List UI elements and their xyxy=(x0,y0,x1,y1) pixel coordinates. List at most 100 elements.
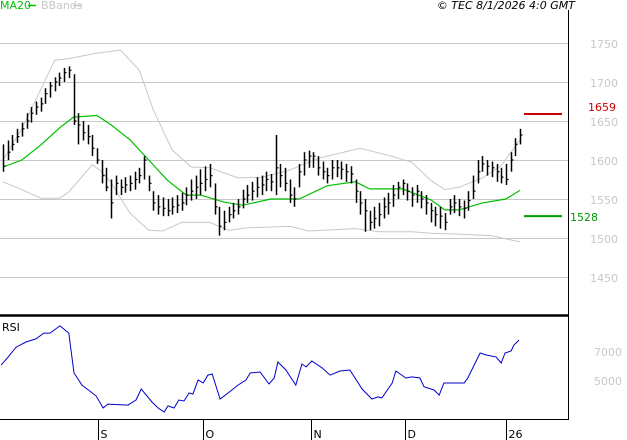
ohlc-bar xyxy=(439,206,443,229)
ohlc-bar xyxy=(340,161,344,180)
ohlc-bar xyxy=(369,210,373,231)
ohlc-bar xyxy=(40,97,44,112)
ohlc-bar xyxy=(261,175,265,196)
bb-upper-line xyxy=(2,49,521,191)
ohlc-bar xyxy=(185,187,189,206)
bb-lower-line xyxy=(2,164,521,243)
ohlc-bar xyxy=(124,177,128,193)
ohlc-bar xyxy=(449,199,453,215)
ohlc-bar xyxy=(519,128,523,145)
ohlc-bar xyxy=(91,135,95,157)
ohlc-bar xyxy=(472,175,476,199)
ohlc-bar xyxy=(373,206,377,229)
ohlc-bar xyxy=(162,197,166,217)
x-tick-label: S xyxy=(101,428,108,440)
ohlc-bar xyxy=(514,138,518,157)
ohlc-bar xyxy=(96,148,100,164)
y-tick-label: 1450 xyxy=(590,272,618,285)
time-axis: S O N D 26 xyxy=(98,420,523,440)
rsi-line xyxy=(0,325,520,413)
ohlc-bar xyxy=(11,135,15,151)
ohlc-bar xyxy=(110,179,114,219)
ohlc-bar xyxy=(68,66,72,79)
rsi-title: RSI xyxy=(2,321,20,334)
ohlc-bar xyxy=(275,135,279,196)
ohlc-bar xyxy=(496,163,500,182)
ohlc-bar xyxy=(204,166,208,192)
ohlc-bar xyxy=(359,191,363,215)
legend: MA20 BBands xyxy=(0,0,83,12)
ohlc-bar xyxy=(77,113,81,145)
ohlc-bar xyxy=(49,82,53,98)
ohlc-bar xyxy=(303,152,307,176)
ohlc-bar xyxy=(491,161,495,178)
ohlc-bar xyxy=(434,206,438,227)
ohlc-bar xyxy=(21,122,25,137)
ohlc-bar xyxy=(44,88,48,104)
ohlc-bar xyxy=(214,183,218,215)
ohlc-bar xyxy=(378,202,382,227)
ohlc-bar xyxy=(298,163,302,188)
ohlc-bar xyxy=(467,191,471,211)
legend-ma20-label: MA20 xyxy=(0,0,31,12)
ohlc-bar xyxy=(486,160,490,176)
ohlc-bar xyxy=(115,175,119,196)
ohlc-bar xyxy=(7,140,11,160)
ohlc-bar xyxy=(293,187,297,207)
bollinger-bands xyxy=(2,49,521,243)
ohlc-bar xyxy=(16,128,20,143)
ohlc-bar xyxy=(463,200,467,219)
ohlc-bar xyxy=(279,163,283,188)
ohlc-bar xyxy=(232,202,236,219)
ohlc-bar xyxy=(171,197,175,215)
ohlc-bar xyxy=(199,169,203,196)
ohlc-bar xyxy=(82,121,86,141)
ohlc-bar xyxy=(129,175,133,192)
ohlc-bar xyxy=(242,189,246,209)
ohlc-bar xyxy=(430,202,434,223)
ohlc-bar xyxy=(317,156,321,176)
ohlc-bar xyxy=(312,152,316,168)
rsi-panel: 7000 5000 xyxy=(0,325,622,413)
ohlc-bar xyxy=(2,144,6,172)
ohlc-bar xyxy=(416,184,420,203)
ma20-line-group xyxy=(2,114,521,211)
ohlc-bar xyxy=(265,171,269,192)
ohlc-bar xyxy=(134,171,138,190)
level-label-1659: 1659 xyxy=(588,101,616,114)
ohlc-bar xyxy=(228,206,232,223)
ohlc-bar xyxy=(256,177,260,198)
ohlc-bar xyxy=(143,156,147,180)
ohlc-bar xyxy=(223,210,227,231)
ohlc-bar xyxy=(105,167,109,192)
ohlc-bar xyxy=(181,192,185,211)
ohlc-bar xyxy=(54,77,58,92)
y-tick-label: 1600 xyxy=(590,155,618,168)
ohlc-bar xyxy=(157,195,161,215)
level-label-1528: 1528 xyxy=(570,211,598,224)
rsi-tick-label: 7000 xyxy=(594,346,622,359)
ohlc-bar xyxy=(138,167,142,184)
ohlc-bar xyxy=(481,156,485,172)
ohlc-bar xyxy=(251,181,255,201)
ohlc-bar xyxy=(444,213,448,231)
ma20-line xyxy=(2,114,521,211)
ohlc-bar xyxy=(284,167,288,192)
ohlc-bar xyxy=(237,199,241,215)
ohlc-bar xyxy=(331,160,335,180)
ohlc-bar xyxy=(30,106,34,123)
ohlc-bar xyxy=(87,124,91,145)
ohlc-bar xyxy=(246,184,250,203)
ohlc-bar xyxy=(152,191,156,211)
x-tick-label: 26 xyxy=(509,428,523,440)
ohlc-bar xyxy=(148,175,152,192)
ohlc-bar xyxy=(190,179,194,201)
price-axis: 1750 1700 1650 1600 1550 1500 1450 xyxy=(590,38,618,285)
ohlc-bar xyxy=(58,72,62,86)
ohlc-bar xyxy=(26,113,30,129)
ohlc-bar xyxy=(73,74,77,125)
price-bars xyxy=(2,66,523,236)
x-tick-label: D xyxy=(408,428,416,440)
x-tick-label: O xyxy=(206,428,215,440)
